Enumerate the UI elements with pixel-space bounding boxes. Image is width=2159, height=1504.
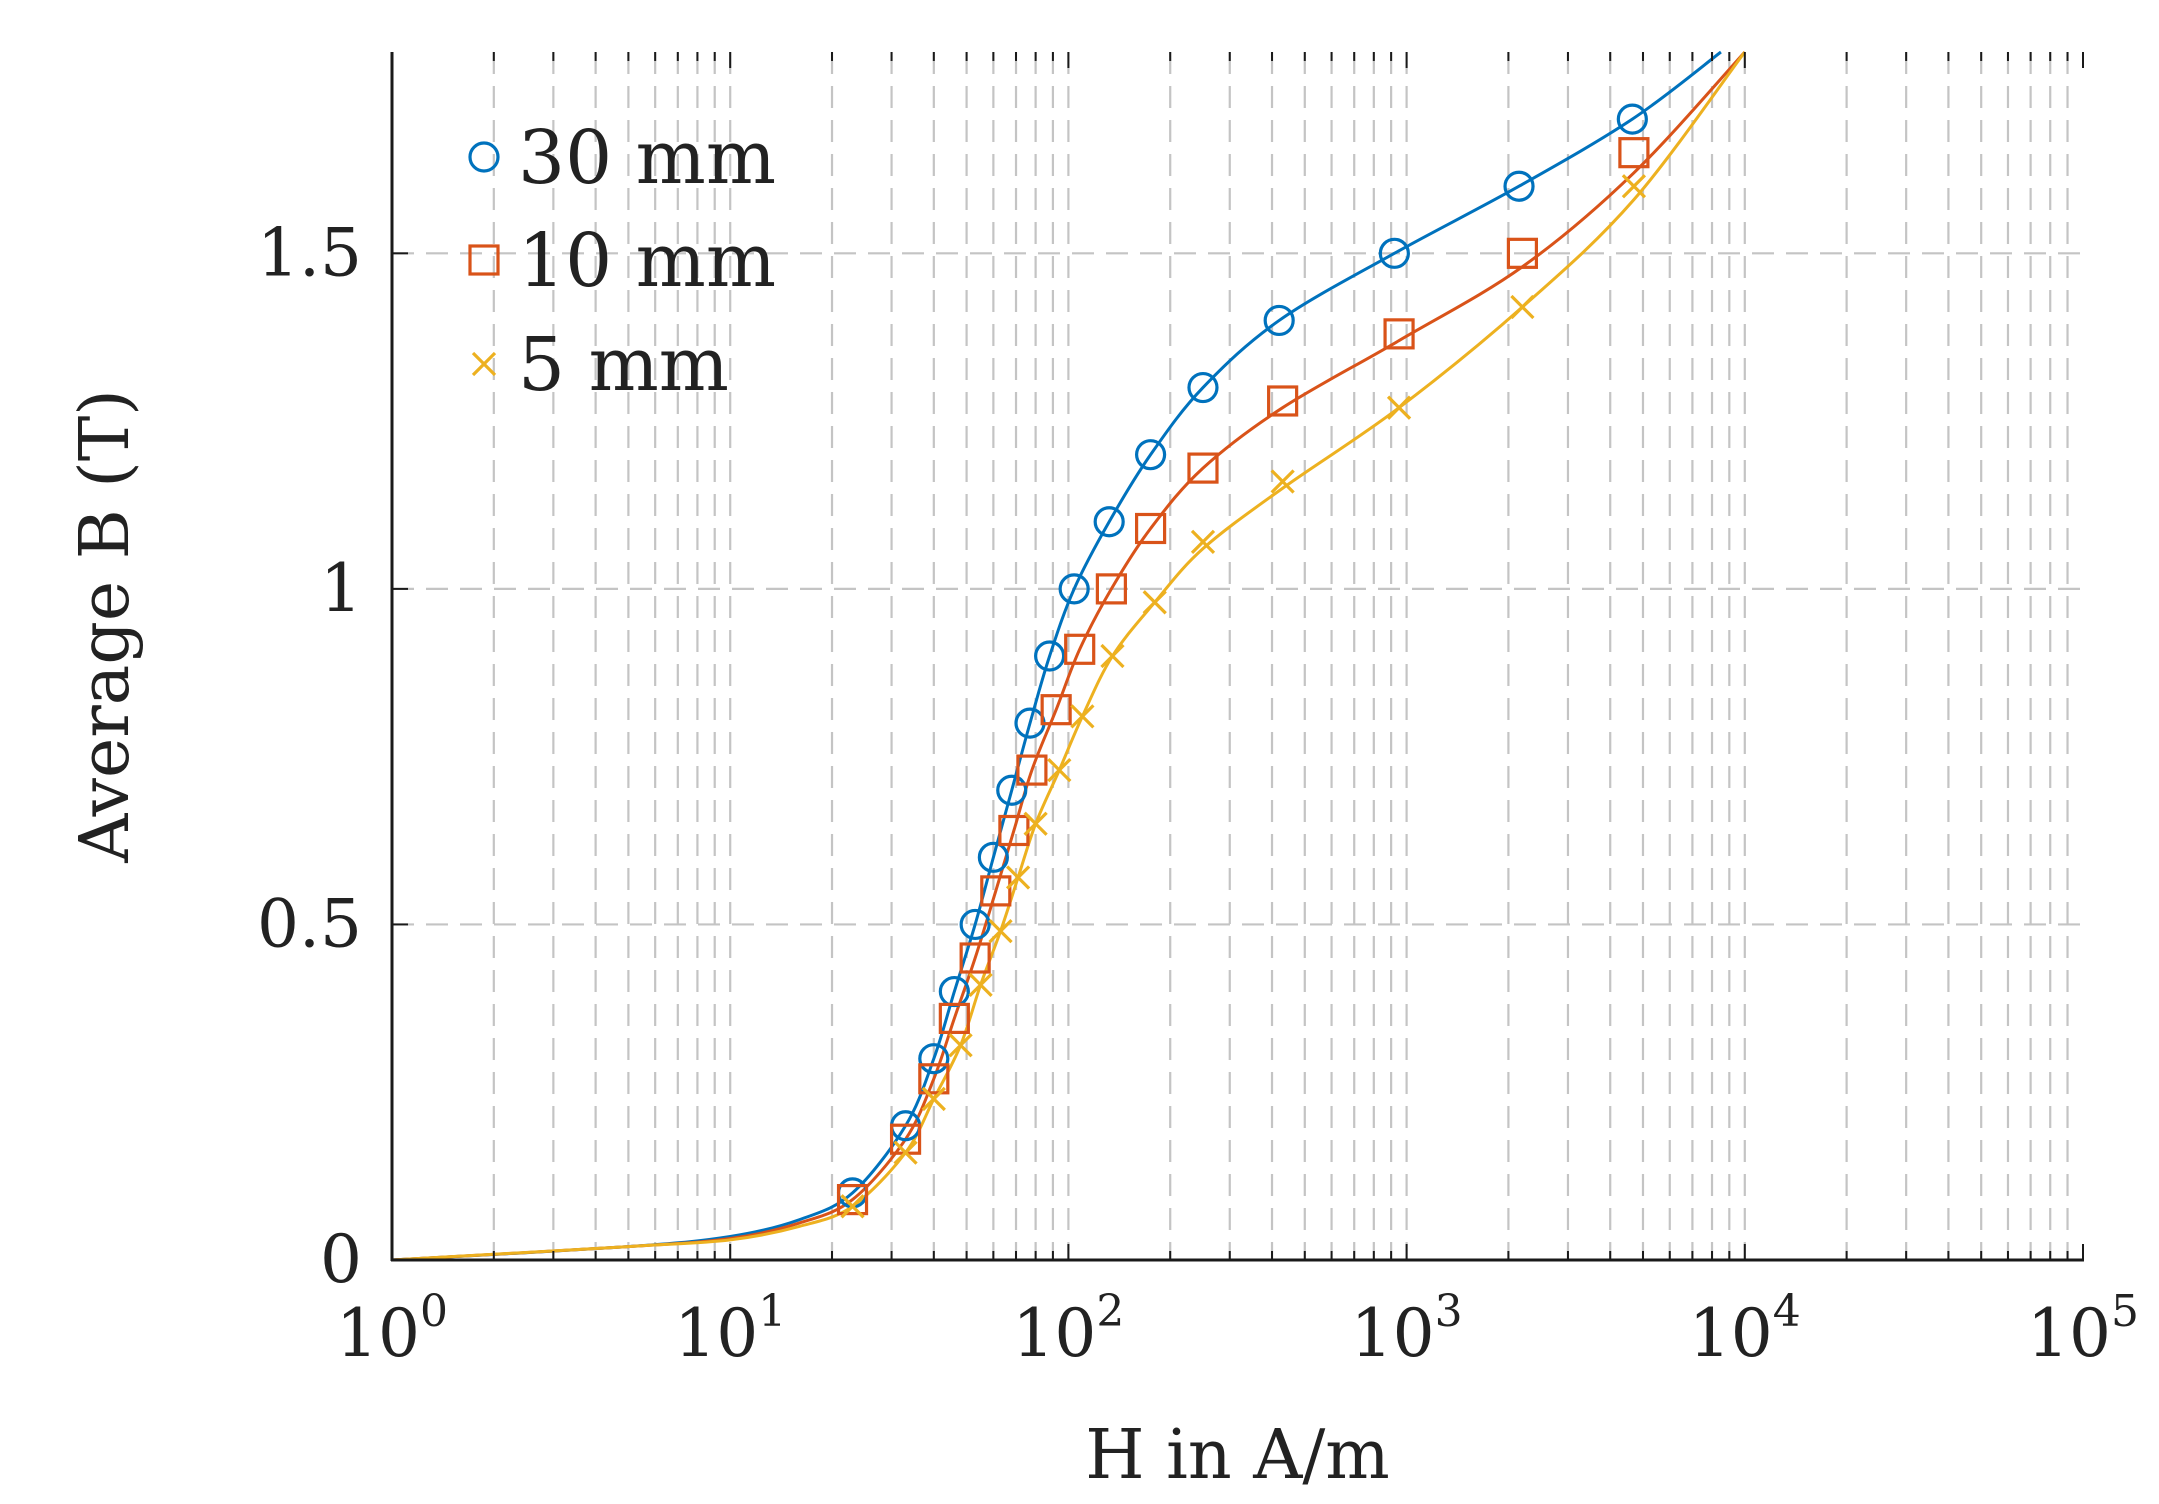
y-tick-label: 0.5: [257, 885, 362, 962]
legend-marker: [468, 244, 500, 276]
data-point-circle: [1616, 103, 1648, 135]
axes: [390, 52, 2084, 1262]
data-point-x: [1023, 811, 1048, 836]
data-point-square: [918, 1063, 950, 1095]
y-tick-label: 1: [320, 550, 362, 627]
data-point-x: [1047, 757, 1072, 783]
data-point-circle: [1263, 304, 1295, 337]
data-point-circle: [1093, 506, 1125, 538]
data-point-square: [1506, 237, 1539, 269]
legend-label: 10 mm: [518, 218, 776, 304]
data-point-x: [1386, 395, 1412, 420]
data-point-x: [1270, 469, 1295, 494]
data-point-circle: [1134, 439, 1167, 471]
legend-label: 5 mm: [518, 322, 729, 408]
data-point-x: [893, 1140, 918, 1165]
data-point-circle: [1187, 371, 1219, 404]
data-markers: [836, 103, 1650, 1219]
data-point-square: [980, 875, 1012, 907]
data-point-square: [1187, 452, 1219, 484]
data-point-circle: [1058, 573, 1090, 605]
data-point-x: [1005, 865, 1031, 890]
y-axis-label: Average B (T): [66, 389, 145, 863]
data-point-square: [1383, 318, 1415, 350]
x-tick-label: 105: [2027, 1286, 2139, 1372]
data-point-circle: [977, 841, 1009, 873]
legend-marker: [471, 351, 497, 377]
x-tick-label: 101: [674, 1286, 786, 1372]
x-tick-label: 104: [1689, 1286, 1801, 1372]
data-point-x: [1100, 643, 1125, 669]
data-point-x: [1190, 529, 1216, 555]
data-point-circle: [996, 774, 1028, 806]
data-point-x: [1621, 174, 1647, 199]
x-tick-label: 102: [1012, 1286, 1124, 1372]
data-point-square: [1134, 512, 1167, 545]
data-point-x: [1510, 294, 1535, 320]
x-tick-label: 100: [336, 1286, 448, 1372]
x-axis-label: H in A/m: [1085, 1416, 1390, 1495]
data-point-square: [1095, 573, 1127, 605]
x-tick-label: 103: [1351, 1286, 1463, 1372]
data-point-square: [1040, 694, 1072, 726]
data-point-x: [968, 972, 993, 997]
data-point-square: [938, 1002, 970, 1035]
data-point-square: [959, 942, 991, 974]
data-point-x: [840, 1194, 865, 1219]
y-tick-label: 0: [320, 1221, 362, 1298]
data-point-square: [836, 1183, 869, 1216]
grid-lines: [392, 52, 2083, 1260]
data-point-square: [1064, 633, 1096, 665]
data-point-circle: [1503, 170, 1535, 202]
data-point-circle: [959, 908, 991, 941]
fit-line-10-mm: [391, 50, 1746, 1262]
data-point-circle: [918, 1043, 950, 1075]
data-point-x: [1142, 590, 1167, 615]
y-tick-label: 1.5: [257, 214, 362, 291]
legend-marker: [468, 141, 500, 173]
tick-labels: 100 101 102 103 104 105 0 0.5 1 1.5: [257, 214, 2139, 1372]
data-point-square: [1016, 754, 1048, 786]
data-point-circle: [1034, 640, 1066, 672]
data-point-x: [1070, 704, 1095, 729]
data-point-x: [921, 1086, 946, 1112]
data-point-square: [1267, 385, 1299, 417]
data-point-circle: [1378, 237, 1410, 269]
data-point-x: [988, 919, 1013, 944]
legend-label: 30 mm: [518, 115, 776, 201]
legend: 30 mm 10 mm 5 mm: [468, 115, 776, 408]
data-point-square: [1618, 137, 1650, 169]
data-point-x: [948, 1033, 973, 1058]
